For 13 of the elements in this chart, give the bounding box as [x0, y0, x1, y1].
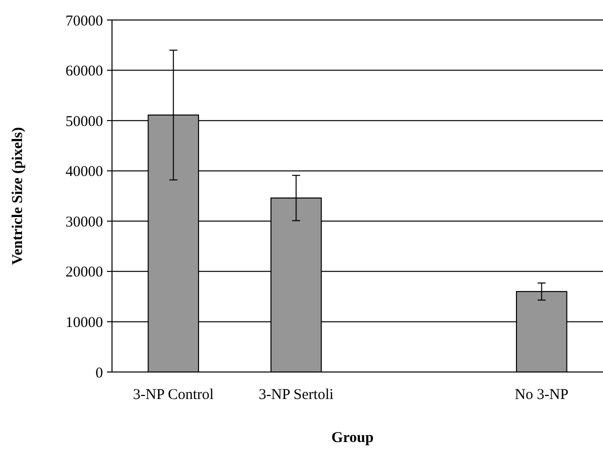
y-tick-label: 40000: [66, 164, 103, 180]
y-tick-label: 60000: [66, 64, 103, 80]
x-tick-label: 3-NP Control: [133, 387, 214, 403]
y-tick-label: 10000: [66, 314, 103, 331]
y-tick-label: 70000: [66, 13, 103, 30]
x-axis-title: Group: [331, 430, 374, 446]
x-tick-label: No 3-NP: [514, 387, 569, 403]
y-tick-label: 30000: [66, 214, 103, 230]
y-tick-label: 0: [96, 365, 103, 382]
y-tick-label: 50000: [66, 114, 103, 130]
y-tick-label: 20000: [66, 264, 103, 281]
y-axis-title: Ventricle Size (pixels): [10, 127, 26, 265]
x-tick-label: 3-NP Sertoli: [258, 387, 334, 403]
